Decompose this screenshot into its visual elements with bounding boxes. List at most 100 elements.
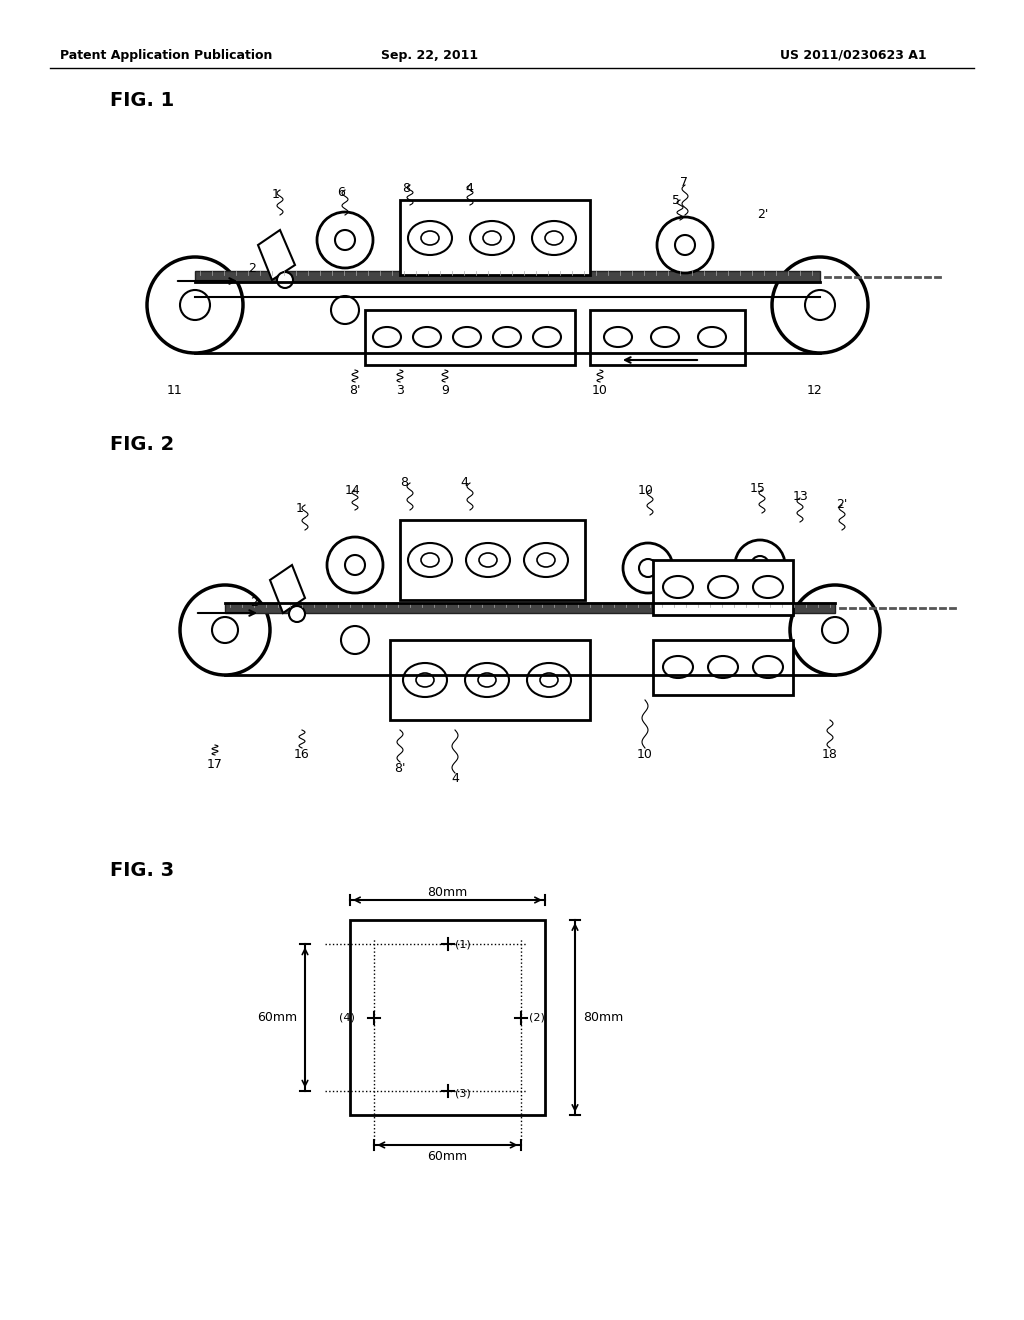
Text: 9: 9 <box>441 384 449 396</box>
Text: (2): (2) <box>528 1012 545 1023</box>
Bar <box>590 310 745 366</box>
Bar <box>195 271 820 282</box>
Text: 7: 7 <box>680 177 688 190</box>
Ellipse shape <box>527 663 571 697</box>
Text: Patent Application Publication: Patent Application Publication <box>60 49 272 62</box>
Circle shape <box>180 290 210 319</box>
Circle shape <box>180 585 270 675</box>
Text: FIG. 3: FIG. 3 <box>110 861 174 879</box>
Text: 80mm: 80mm <box>583 1011 624 1024</box>
Text: 2: 2 <box>250 595 258 609</box>
Text: 80mm: 80mm <box>427 886 467 899</box>
Text: 5: 5 <box>672 194 680 206</box>
Circle shape <box>327 537 383 593</box>
Text: 10: 10 <box>637 748 653 762</box>
Text: 10: 10 <box>592 384 608 396</box>
Text: 60mm: 60mm <box>427 1151 468 1163</box>
Ellipse shape <box>453 327 481 347</box>
Text: 8: 8 <box>400 477 408 490</box>
Circle shape <box>278 272 293 288</box>
Text: 4: 4 <box>460 477 468 490</box>
Ellipse shape <box>421 231 439 246</box>
Ellipse shape <box>493 327 521 347</box>
Text: 1: 1 <box>272 189 280 202</box>
Bar <box>225 603 835 612</box>
Ellipse shape <box>663 576 693 598</box>
Text: (1): (1) <box>456 940 471 949</box>
Circle shape <box>772 257 868 352</box>
Ellipse shape <box>698 327 726 347</box>
Ellipse shape <box>373 327 401 347</box>
Ellipse shape <box>483 231 501 246</box>
Ellipse shape <box>545 231 563 246</box>
Text: 13: 13 <box>793 490 809 503</box>
Circle shape <box>289 606 305 622</box>
Text: 12: 12 <box>807 384 823 396</box>
Text: 8: 8 <box>402 181 410 194</box>
Text: 2': 2' <box>757 209 768 222</box>
Text: 15: 15 <box>750 482 766 495</box>
Bar <box>653 560 793 615</box>
Text: 2: 2 <box>248 261 256 275</box>
Ellipse shape <box>708 656 738 678</box>
Text: 16: 16 <box>294 748 310 762</box>
Text: FIG. 2: FIG. 2 <box>110 436 174 454</box>
Text: 4: 4 <box>465 181 473 194</box>
Ellipse shape <box>534 327 561 347</box>
Bar <box>365 310 575 366</box>
Ellipse shape <box>408 543 452 577</box>
Ellipse shape <box>753 656 783 678</box>
Bar <box>390 640 590 719</box>
Text: 4: 4 <box>451 771 459 784</box>
Ellipse shape <box>663 656 693 678</box>
Ellipse shape <box>479 553 497 568</box>
Circle shape <box>790 585 880 675</box>
Circle shape <box>317 213 373 268</box>
Circle shape <box>147 257 243 352</box>
Bar <box>350 920 545 1115</box>
Circle shape <box>675 235 695 255</box>
Text: 10: 10 <box>638 483 654 496</box>
Ellipse shape <box>413 327 441 347</box>
Ellipse shape <box>466 543 510 577</box>
Ellipse shape <box>532 220 575 255</box>
Text: 60mm: 60mm <box>257 1011 297 1024</box>
Text: (3): (3) <box>456 1089 471 1098</box>
Bar <box>400 520 585 601</box>
Ellipse shape <box>524 543 568 577</box>
Circle shape <box>212 616 238 643</box>
Ellipse shape <box>478 673 496 686</box>
Text: Sep. 22, 2011: Sep. 22, 2011 <box>381 49 478 62</box>
Ellipse shape <box>537 553 555 568</box>
Ellipse shape <box>753 576 783 598</box>
Circle shape <box>331 296 359 323</box>
Text: 6: 6 <box>337 186 345 198</box>
Text: 14: 14 <box>345 483 360 496</box>
Circle shape <box>822 616 848 643</box>
Text: 2': 2' <box>836 499 848 511</box>
Ellipse shape <box>408 220 452 255</box>
Circle shape <box>623 543 673 593</box>
Circle shape <box>751 556 769 574</box>
Circle shape <box>341 626 369 653</box>
Polygon shape <box>258 230 295 280</box>
Circle shape <box>639 558 657 577</box>
Ellipse shape <box>421 553 439 568</box>
Text: US 2011/0230623 A1: US 2011/0230623 A1 <box>780 49 927 62</box>
Text: 1: 1 <box>296 502 304 515</box>
Text: 18: 18 <box>822 748 838 762</box>
Circle shape <box>345 554 365 576</box>
Text: 8': 8' <box>394 762 406 775</box>
Circle shape <box>335 230 355 249</box>
Bar <box>400 201 590 275</box>
Bar <box>653 640 793 696</box>
Polygon shape <box>270 565 305 612</box>
Ellipse shape <box>470 220 514 255</box>
Text: FIG. 1: FIG. 1 <box>110 91 174 110</box>
Ellipse shape <box>708 576 738 598</box>
Circle shape <box>657 216 713 273</box>
Ellipse shape <box>403 663 447 697</box>
Ellipse shape <box>540 673 558 686</box>
Ellipse shape <box>416 673 434 686</box>
Text: 17: 17 <box>207 759 223 771</box>
